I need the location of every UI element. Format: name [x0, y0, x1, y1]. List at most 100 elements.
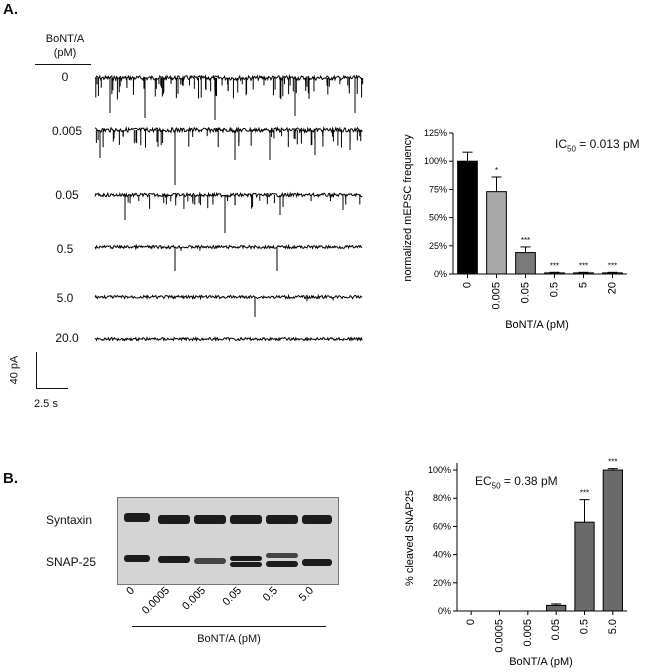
syntaxin-band	[230, 515, 262, 524]
snap25-band	[124, 555, 150, 562]
x-tick-label: 0.005	[522, 619, 534, 647]
concentration-header: BoNT/A (pM)	[40, 32, 90, 60]
snap25-cleaved-band	[302, 559, 332, 566]
syntaxin-band	[302, 515, 332, 524]
concentration-header-line2: (pM)	[53, 47, 77, 59]
scalebar-horizontal	[36, 388, 68, 389]
y-tick-label: 100%	[424, 156, 447, 166]
x-tick-label: 20	[607, 282, 619, 294]
bar	[574, 521, 595, 612]
lane-label: 0.005	[180, 585, 208, 613]
bar	[457, 160, 478, 275]
ic50-sub: 50	[567, 144, 576, 154]
y-tick-label: 125%	[424, 128, 447, 138]
significance-label: ***	[579, 261, 588, 270]
trace-conc-label: 0.5	[56, 242, 74, 256]
y-tick-label: 75%	[429, 184, 447, 194]
western-blot	[117, 497, 339, 585]
y-tick-label: 40%	[433, 550, 451, 560]
scalebar-vertical	[36, 352, 37, 388]
chart-xlabel: BoNT/A (pM)	[509, 656, 573, 668]
bar	[602, 272, 623, 275]
chart-ylabel: % cleaved SNAP25	[404, 490, 416, 586]
x-tick-label: 0	[465, 619, 477, 625]
y-tick-label: 25%	[429, 241, 447, 251]
mepsc-frequency-chart: normalized mEPSC frequency 0% 25% 50% 75% 10…	[402, 128, 627, 331]
trace-noise	[94, 293, 363, 301]
ic50-annotation: IC50 = 0.013 pM	[555, 137, 640, 153]
y-tick-label: 0%	[438, 606, 451, 616]
blot-row-label: Syntaxin	[46, 513, 93, 527]
trace-noise	[94, 243, 363, 251]
x-tick-label: 0	[462, 282, 474, 288]
bar	[573, 272, 594, 275]
scalebar-x-label: 2.5 s	[34, 398, 58, 410]
blot-xlabel: BoNT/A (pM)	[197, 633, 261, 645]
y-tick-label: 80%	[433, 493, 451, 503]
y-tick-label: 0%	[434, 269, 447, 279]
snap25-band	[266, 553, 298, 558]
bar	[602, 469, 623, 612]
syntaxin-band	[266, 515, 298, 524]
panel-b-label: B.	[3, 470, 18, 487]
blot-lane-labels: 0 0.0005 0.005 0.05 0.5 5.0	[124, 585, 316, 617]
significance-label: ***	[550, 261, 559, 270]
blot-xlabel-line	[132, 626, 326, 627]
syntaxin-band	[158, 515, 190, 524]
x-tick-label: 0.005	[491, 282, 503, 310]
syntaxin-band	[124, 513, 150, 522]
trace-conc-label: 5.0	[56, 291, 74, 305]
snap25-cleaved-band	[230, 562, 262, 567]
trace-noise	[94, 191, 363, 199]
bar	[486, 191, 507, 275]
lane-label: 0	[124, 585, 137, 598]
syntaxin-band	[194, 515, 226, 524]
ec50-prefix: EC	[475, 474, 492, 488]
x-tick-label: 0.5	[549, 282, 561, 297]
lane-label: 0.05	[220, 585, 244, 609]
ic50-value: = 0.013 pM	[575, 137, 640, 151]
trace-conc-label: 20.0	[55, 331, 79, 345]
chart-xlabel: BoNT/A (pM)	[505, 319, 569, 331]
ec50-sub: 50	[491, 481, 501, 491]
lane-label: 0.0005	[140, 585, 172, 617]
y-tick-label: 50%	[429, 213, 447, 223]
trace-noise	[94, 336, 363, 342]
ec50-annotation: EC50 = 0.38 pM	[475, 474, 558, 490]
significance-label: ***	[521, 236, 530, 245]
scalebar-y-label: 40 pA	[8, 355, 21, 385]
x-tick-label: 0.0005	[494, 619, 506, 653]
bar	[544, 272, 565, 275]
header-underline	[35, 64, 91, 65]
panel-a-label: A.	[3, 1, 18, 18]
x-tick-label: 5	[578, 282, 590, 288]
ic50-prefix: IC	[555, 137, 567, 151]
y-tick-label: 20%	[433, 578, 451, 588]
significance-label: ***	[608, 458, 617, 467]
snap25-band	[230, 556, 262, 561]
y-tick-label: 60%	[433, 521, 451, 531]
snap25-cleaved-band	[266, 561, 298, 567]
bar	[546, 604, 567, 612]
y-tick-label: 100%	[428, 465, 451, 475]
trace-conc-label: 0.05	[55, 188, 79, 202]
significance-label: ***	[608, 261, 617, 270]
snap25-cleavage-chart: % cleaved SNAP25 0% 20% 40% 60% 80% 100% 0 0.00…	[404, 458, 627, 668]
scalebar-y-label-box: 40 pA	[6, 352, 32, 388]
snap25-band	[158, 556, 190, 563]
x-tick-label: 5.0	[607, 619, 619, 634]
lane-label: 0.5	[261, 585, 280, 604]
x-tick-label: 0.05	[550, 619, 562, 640]
mepsc-traces	[94, 74, 364, 342]
bar	[515, 252, 536, 275]
concentration-header-line1: BoNT/A	[45, 33, 85, 45]
x-tick-label: 0.05	[520, 282, 532, 303]
significance-label: ***	[580, 489, 589, 498]
ec50-value: = 0.38 pM	[500, 474, 558, 488]
lane-label: 5.0	[297, 585, 316, 604]
trace-conc-label: 0	[61, 70, 69, 84]
chart-ylabel: normalized mEPSC frequency	[402, 134, 414, 282]
trace-noise	[94, 126, 363, 134]
significance-label: *	[495, 166, 498, 175]
snap25-band	[194, 558, 226, 564]
